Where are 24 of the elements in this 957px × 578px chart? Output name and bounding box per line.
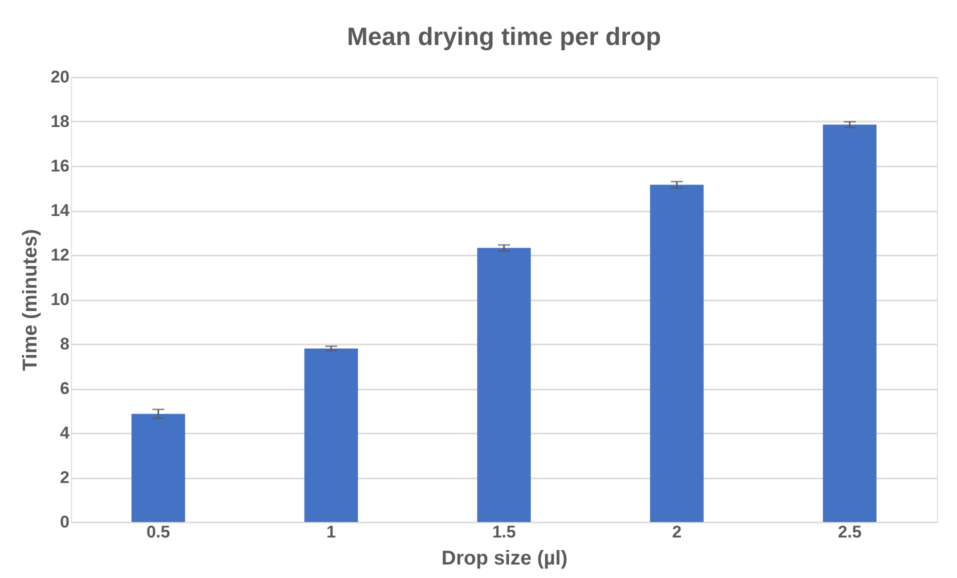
- bar: [304, 348, 358, 522]
- y-tick-label: 18: [50, 112, 70, 131]
- y-tick-label: 0: [60, 512, 70, 532]
- x-tick-label: 1: [326, 522, 336, 542]
- y-tick-label: 6: [60, 379, 70, 398]
- x-tick-label: 2.5: [838, 522, 862, 542]
- y-tick-label: 20: [50, 68, 70, 86]
- y-tick-label: 2: [60, 468, 70, 487]
- y-tick-label: 16: [50, 156, 70, 176]
- x-tick-label: 1.5: [492, 522, 516, 542]
- bar: [650, 184, 704, 522]
- x-axis-title: Drop size (µl): [442, 548, 568, 570]
- x-tick-label: 0.5: [146, 522, 170, 542]
- y-tick-label: 4: [60, 424, 70, 442]
- bar: [822, 124, 876, 522]
- bar: [477, 248, 531, 522]
- y-tick-label: 12: [50, 246, 70, 264]
- y-tick-label: 8: [60, 334, 70, 354]
- chart-title: Mean drying time per drop: [347, 23, 661, 51]
- y-axis-title: Time (minutes): [20, 229, 42, 371]
- y-tick-label: 14: [50, 201, 70, 220]
- x-tick-label: 2: [672, 522, 682, 542]
- y-tick-label: 10: [50, 290, 70, 309]
- bar: [132, 414, 186, 522]
